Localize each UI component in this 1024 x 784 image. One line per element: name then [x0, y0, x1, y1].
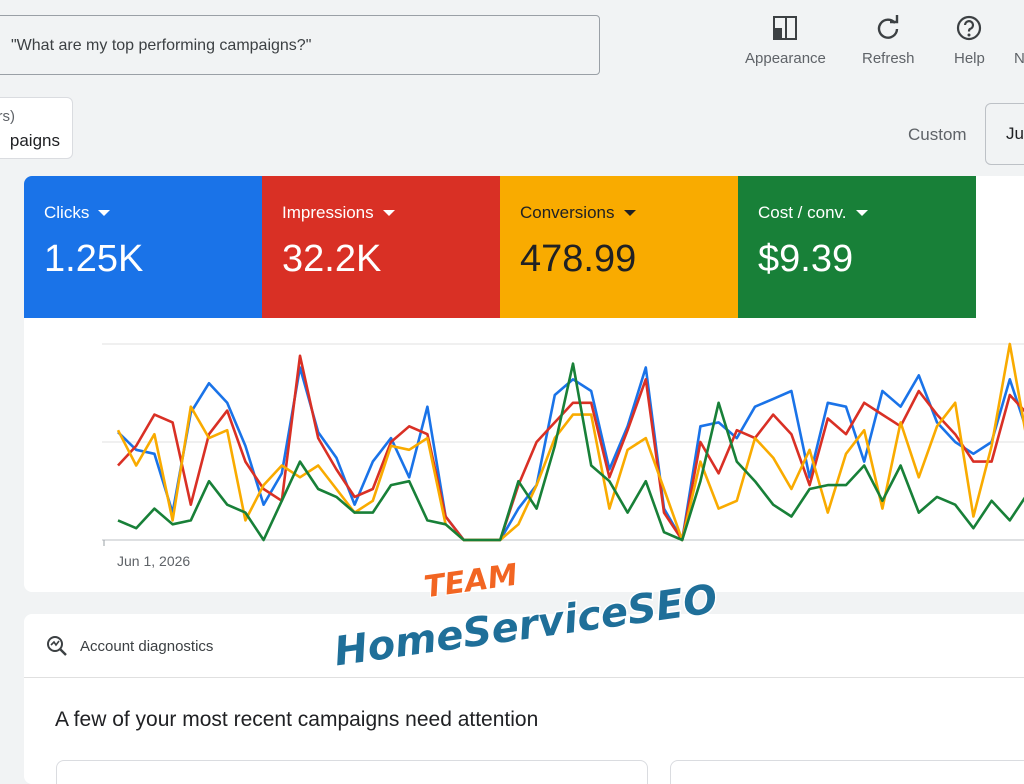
help-label: Help	[954, 50, 985, 67]
refresh-label: Refresh	[862, 50, 915, 67]
diagnostics-title: Account diagnostics	[80, 638, 214, 655]
dropdown-caret-icon	[382, 210, 395, 216]
x-tick-label: Jun 1, 2026	[117, 553, 190, 569]
metric-impressions[interactable]: Impressions 32.2K	[262, 176, 500, 318]
notifications-button[interactable]: N	[1014, 14, 1024, 67]
account-diagnostics-card: Account diagnostics A few of your most r…	[24, 614, 1024, 784]
date-range-value: Ju	[1006, 124, 1024, 143]
refresh-button[interactable]: Refresh	[862, 14, 915, 67]
series-line-0	[117, 366, 1024, 542]
campaign-card[interactable]	[670, 760, 1024, 784]
metric-conversions-label: Conversions	[520, 203, 615, 222]
date-range-type: Custom	[908, 125, 967, 144]
performance-line-chart: Jun 1, 2026	[102, 342, 1024, 569]
date-range-picker[interactable]: Ju	[985, 103, 1024, 165]
metric-conversions[interactable]: Conversions 478.99	[500, 176, 738, 318]
metric-cost-per-conversion[interactable]: Cost / conv. $9.39	[738, 176, 976, 318]
dropdown-caret-icon	[98, 210, 111, 216]
appearance-icon	[770, 14, 800, 42]
metric-impressions-label: Impressions	[282, 203, 374, 222]
metric-conversions-value: 478.99	[520, 238, 637, 280]
refresh-icon	[873, 14, 903, 42]
series-group	[116, 342, 1024, 542]
metric-impressions-value: 32.2K	[282, 238, 382, 280]
performance-chart-card: Clicks 1.25K Impressions 32.2K Conversio…	[24, 176, 1024, 592]
diagnostics-search-icon	[45, 634, 69, 663]
series-line-2	[116, 342, 1024, 542]
search-input[interactable]	[9, 16, 593, 76]
series-line-3	[117, 362, 1024, 542]
metric-clicks-label: Clicks	[44, 203, 90, 222]
metric-cost-value: $9.39	[758, 238, 854, 280]
diagnostics-header[interactable]: Account diagnostics	[24, 614, 1024, 678]
metric-clicks[interactable]: Clicks 1.25K	[24, 176, 262, 318]
dropdown-caret-icon	[855, 210, 868, 216]
appearance-label: Appearance	[745, 50, 826, 67]
campaign-card[interactable]	[56, 760, 648, 784]
metric-cost-label: Cost / conv.	[758, 203, 847, 222]
filter-subtitle: rs)	[0, 108, 15, 125]
notifications-label: N	[1014, 50, 1024, 67]
appearance-button[interactable]: Appearance	[745, 14, 826, 67]
dropdown-caret-icon	[623, 210, 636, 216]
filter-title: paigns	[9, 131, 60, 150]
notification-icon	[1014, 14, 1024, 42]
series-line-1	[117, 354, 1024, 542]
help-icon	[954, 14, 984, 42]
ask-search-box[interactable]	[0, 15, 600, 76]
help-button[interactable]: Help	[954, 14, 985, 67]
attention-message: A few of your most recent campaigns need…	[55, 708, 539, 731]
metric-clicks-value: 1.25K	[44, 238, 144, 280]
campaigns-filter[interactable]: rs) paigns	[0, 97, 73, 159]
